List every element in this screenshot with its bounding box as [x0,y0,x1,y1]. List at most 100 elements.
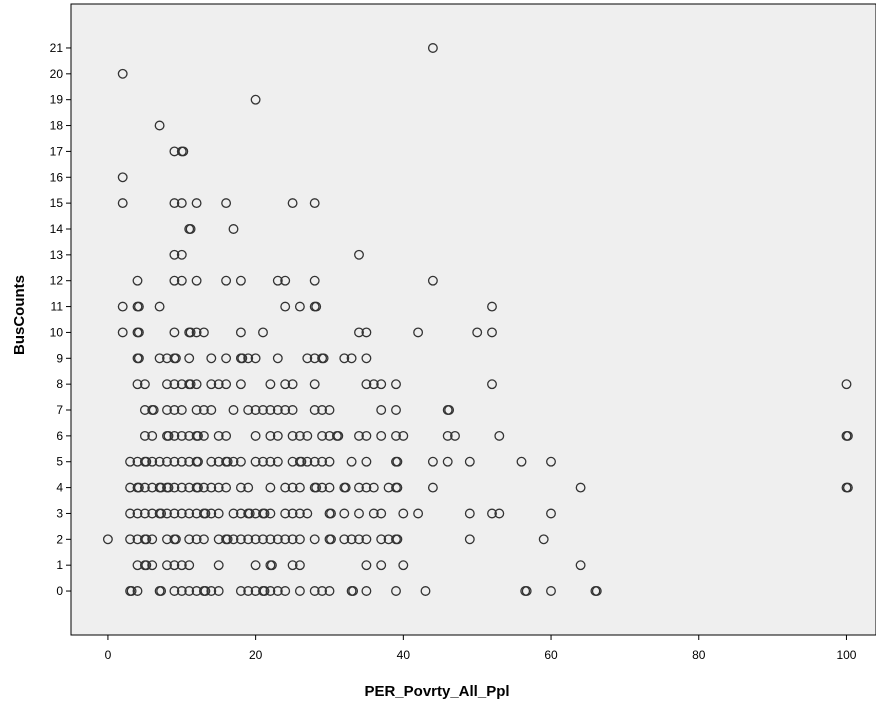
data-point [287,482,298,493]
data-point [287,198,298,209]
data-point [464,534,475,545]
data-point [170,534,181,545]
data-point [156,508,167,519]
data-point [265,379,276,390]
data-point [376,560,387,571]
data-point [309,586,320,596]
data-point [265,405,276,415]
data-point [198,482,209,493]
y-tick-label: 14 [50,222,64,236]
data-point [324,482,335,493]
data-point [287,430,298,441]
data-point [494,508,505,519]
data-point [392,482,403,493]
data-point [487,508,497,519]
data-point [126,586,137,596]
data-point [198,534,209,545]
data-point [221,379,232,390]
data-point [169,275,180,286]
data-point [235,327,246,338]
data-point [213,430,224,441]
data-point [361,586,372,596]
y-tick-label: 17 [50,144,64,158]
data-point [206,508,217,519]
data-point [117,301,128,312]
x-tick-label: 20 [249,648,263,662]
data-point [392,456,403,467]
data-point [154,301,165,312]
data-point [154,456,165,467]
data-point [376,405,387,415]
data-point [185,224,196,234]
data-point [413,508,424,519]
data-point [163,482,174,493]
data-point [250,94,261,105]
data-point [546,586,556,596]
data-point [324,405,335,415]
data-point [354,430,364,441]
data-point [280,482,291,493]
data-point [213,560,224,571]
data-point [354,327,364,338]
data-point [185,379,196,390]
data-point [221,275,232,286]
data-point [206,353,217,364]
data-point [464,508,475,519]
data-point [354,534,364,545]
data-point [317,430,328,441]
y-tick-label: 11 [51,300,64,314]
data-point [280,586,291,596]
data-point [398,508,409,519]
data-point [487,379,497,390]
data-point [243,482,254,493]
data-point [184,353,195,364]
data-point [398,560,409,571]
data-point [221,430,232,441]
data-point [272,275,283,286]
data-point [302,353,313,364]
data-point [265,456,276,467]
data-point [324,586,335,596]
data-point [287,560,298,571]
data-point [154,353,165,364]
data-point [139,508,150,519]
data-point [841,379,852,390]
data-point [184,534,195,545]
data-point [132,275,143,286]
data-point [265,482,276,493]
data-point [213,508,224,519]
data-point [163,430,174,441]
data-point [280,275,291,286]
data-point [294,560,305,571]
data-point [317,586,328,596]
data-point [326,508,336,519]
data-point [346,456,357,467]
data-point [148,405,159,415]
data-point [427,482,438,493]
data-point [243,405,254,415]
data-point [294,534,305,545]
data-point [250,430,261,441]
data-point [102,534,113,545]
data-point [117,68,128,79]
data-point [280,301,291,312]
data-point [237,353,248,364]
data-point [139,482,150,493]
y-tick-label: 3 [56,506,63,520]
data-point [206,456,217,467]
data-point [250,353,261,364]
data-point [538,534,549,545]
data-point [235,482,246,493]
data-point [156,586,167,596]
data-point [309,198,320,209]
x-axis: 0 20 40 60 80 100 [105,635,857,662]
data-point [139,379,150,390]
data-point [302,430,313,441]
data-point [200,586,211,596]
data-point [133,327,144,338]
x-tick-label: 60 [544,648,558,662]
data-point [339,508,350,519]
data-point [333,430,344,441]
data-point [296,456,307,467]
data-point [272,586,283,596]
